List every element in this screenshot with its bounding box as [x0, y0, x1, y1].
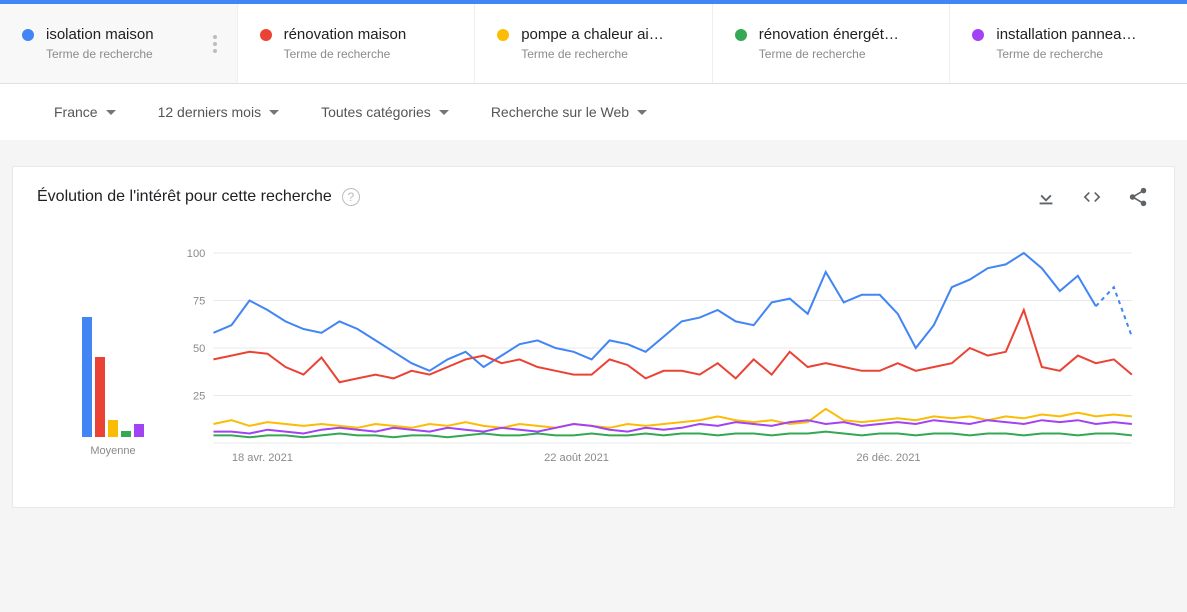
svg-text:26 déc. 2021: 26 déc. 2021 — [856, 452, 920, 464]
average-label: Moyenne — [90, 445, 135, 457]
term-color-dot — [260, 29, 272, 41]
term-text: rénovation maison Terme de recherche — [284, 26, 407, 61]
svg-text:50: 50 — [193, 343, 205, 355]
term-color-dot — [22, 29, 34, 41]
average-bars — [82, 247, 144, 437]
term-color-dot — [972, 29, 984, 41]
term-sublabel: Terme de recherche — [759, 47, 899, 61]
filter-category-label: Toutes catégories — [321, 104, 431, 120]
term-sublabel: Terme de recherche — [996, 47, 1136, 61]
term-color-dot — [735, 29, 747, 41]
filter-surface-label: Recherche sur le Web — [491, 104, 629, 120]
term-label: installation pannea… — [996, 26, 1136, 43]
interest-over-time-panel: Évolution de l'intérêt pour cette recher… — [12, 166, 1175, 508]
avg-bar-1 — [95, 357, 105, 437]
search-terms-row: isolation maison Terme de recherche réno… — [0, 4, 1187, 84]
term-color-dot — [497, 29, 509, 41]
term-sublabel: Terme de recherche — [46, 47, 154, 61]
chevron-down-icon — [269, 110, 279, 115]
avg-bar-2 — [108, 420, 118, 437]
filter-category[interactable]: Toutes catégories — [321, 104, 449, 120]
term-cell-0[interactable]: isolation maison Terme de recherche — [0, 4, 238, 83]
average-bars-block: Moyenne — [53, 247, 173, 467]
term-cell-4[interactable]: installation pannea… Terme de recherche — [950, 4, 1187, 83]
line-chart: 25 50 75 100 18 avr. 2021 22 août 2021 26 déc.… — [173, 247, 1144, 467]
chevron-down-icon — [637, 110, 647, 115]
term-sublabel: Terme de recherche — [284, 47, 407, 61]
chevron-down-icon — [439, 110, 449, 115]
term-text: rénovation énergét… Terme de recherche — [759, 26, 899, 61]
term-cell-2[interactable]: pompe a chaleur ai… Terme de recherche — [475, 4, 713, 83]
svg-text:18 avr. 2021: 18 avr. 2021 — [232, 452, 293, 464]
term-text: isolation maison Terme de recherche — [46, 26, 154, 61]
filter-surface[interactable]: Recherche sur le Web — [491, 104, 647, 120]
share-icon[interactable] — [1126, 185, 1150, 209]
embed-icon[interactable] — [1080, 185, 1104, 209]
svg-text:22 août 2021: 22 août 2021 — [544, 452, 609, 464]
term-cell-1[interactable]: rénovation maison Terme de recherche — [238, 4, 476, 83]
svg-text:100: 100 — [187, 248, 206, 260]
panel-header: Évolution de l'intérêt pour cette recher… — [13, 167, 1174, 227]
svg-text:25: 25 — [193, 391, 205, 403]
line-chart-svg: 25 50 75 100 18 avr. 2021 22 août 2021 26 déc.… — [173, 247, 1144, 467]
term-cell-3[interactable]: rénovation énergét… Terme de recherche — [713, 4, 951, 83]
filter-geo-label: France — [54, 104, 98, 120]
svg-text:75: 75 — [193, 296, 205, 308]
filter-time-label: 12 derniers mois — [158, 104, 262, 120]
avg-bar-4 — [134, 424, 144, 437]
avg-bar-0 — [82, 317, 92, 437]
filter-geo[interactable]: France — [54, 104, 116, 120]
term-text: installation pannea… Terme de recherche — [996, 26, 1136, 61]
avg-bar-3 — [121, 431, 131, 437]
panel-title: Évolution de l'intérêt pour cette recher… — [37, 188, 332, 206]
term-sublabel: Terme de recherche — [521, 47, 664, 61]
more-options-icon[interactable] — [203, 32, 227, 56]
filter-time[interactable]: 12 derniers mois — [158, 104, 280, 120]
term-label: pompe a chaleur ai… — [521, 26, 664, 43]
term-label: rénovation énergét… — [759, 26, 899, 43]
panel-actions — [1034, 185, 1150, 209]
term-label: rénovation maison — [284, 26, 407, 43]
term-text: pompe a chaleur ai… Terme de recherche — [521, 26, 664, 61]
download-icon[interactable] — [1034, 185, 1058, 209]
chart-body: Moyenne 25 50 75 100 18 avr. 2021 22 août 202… — [13, 227, 1174, 507]
filters-row: France 12 derniers mois Toutes catégorie… — [0, 84, 1187, 140]
chevron-down-icon — [106, 110, 116, 115]
term-label: isolation maison — [46, 26, 154, 43]
help-icon[interactable]: ? — [342, 188, 360, 206]
